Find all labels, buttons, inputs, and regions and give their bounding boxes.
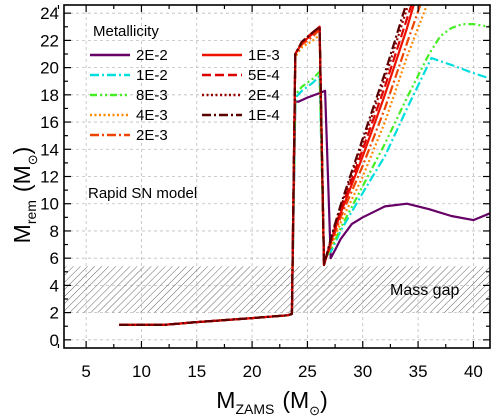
model-note: Rapid SN model — [88, 185, 197, 202]
y-axis-label-unit-sub: ⊙ — [25, 154, 40, 165]
y-tick-label: 0 — [50, 331, 59, 350]
legend-label: 4E-3 — [136, 107, 168, 124]
mass-gap-label: Mass gap — [390, 282, 459, 299]
y-tick-label: 6 — [50, 249, 59, 268]
y-tick-label: 2 — [50, 304, 59, 323]
y-tick-label: 10 — [40, 195, 59, 214]
legend-label: 2E-4 — [248, 87, 280, 104]
legend-label: 1E-4 — [248, 107, 280, 124]
y-tick-label: 16 — [40, 113, 59, 132]
mass-gap-region — [64, 266, 490, 313]
legend-label: 2E-3 — [136, 127, 168, 144]
x-tick-label: 35 — [409, 362, 428, 381]
y-tick-label: 24 — [40, 4, 59, 23]
y-tick-label: 14 — [40, 140, 59, 159]
legend: 2E-2 1E-2 8E-3 4E-3 2E-3 1E-3 5E-4 2E-4 1E-4 — [90, 47, 280, 144]
x-tick-label: 20 — [243, 362, 262, 381]
series-layer — [119, 5, 490, 326]
x-axis-label-unit: (M — [282, 387, 309, 413]
legend-label: 8E-3 — [136, 87, 168, 104]
x-tick-label: 5 — [81, 362, 90, 381]
y-axis-label: Mrem (M⊙) — [9, 147, 40, 244]
legend-label: 1E-2 — [136, 67, 168, 84]
x-axis-label-unit-sub: ⊙ — [309, 403, 320, 417]
x-tick-label: 15 — [187, 362, 206, 381]
x-tick-label: 30 — [353, 362, 372, 381]
x-axis: 5 10 15 20 25 30 35 40 — [57, 5, 483, 381]
y-axis-label-close: ) — [9, 147, 35, 155]
series-line-4E-3 — [119, 5, 428, 326]
x-tick-label: 10 — [132, 362, 151, 381]
y-tick-label: 22 — [40, 31, 59, 50]
x-axis-label-close: ) — [320, 387, 328, 413]
y-tick-label: 20 — [40, 59, 59, 78]
y-tick-label: 4 — [50, 276, 59, 295]
legend-label: 5E-4 — [248, 67, 280, 84]
legend-label: 2E-2 — [136, 47, 168, 64]
y-axis-label-main: M — [9, 224, 35, 243]
legend-label: 1E-3 — [248, 47, 280, 64]
series-line-1E-4 — [119, 5, 407, 326]
y-tick-label: 18 — [40, 86, 59, 105]
x-axis-label-sub: ZAMS — [235, 401, 274, 417]
y-tick-label: 8 — [50, 222, 59, 241]
x-tick-label: 40 — [464, 362, 483, 381]
x-tick-label: 25 — [298, 362, 317, 381]
y-axis-label-unit: (M — [9, 165, 35, 192]
x-axis-label-main: M — [216, 387, 235, 413]
y-tick-label: 12 — [40, 168, 59, 187]
y-axis-label-sub: rem — [23, 200, 39, 224]
legend-title: Metallicity — [93, 23, 159, 40]
x-axis-label: MZAMS (M⊙) — [216, 387, 327, 417]
